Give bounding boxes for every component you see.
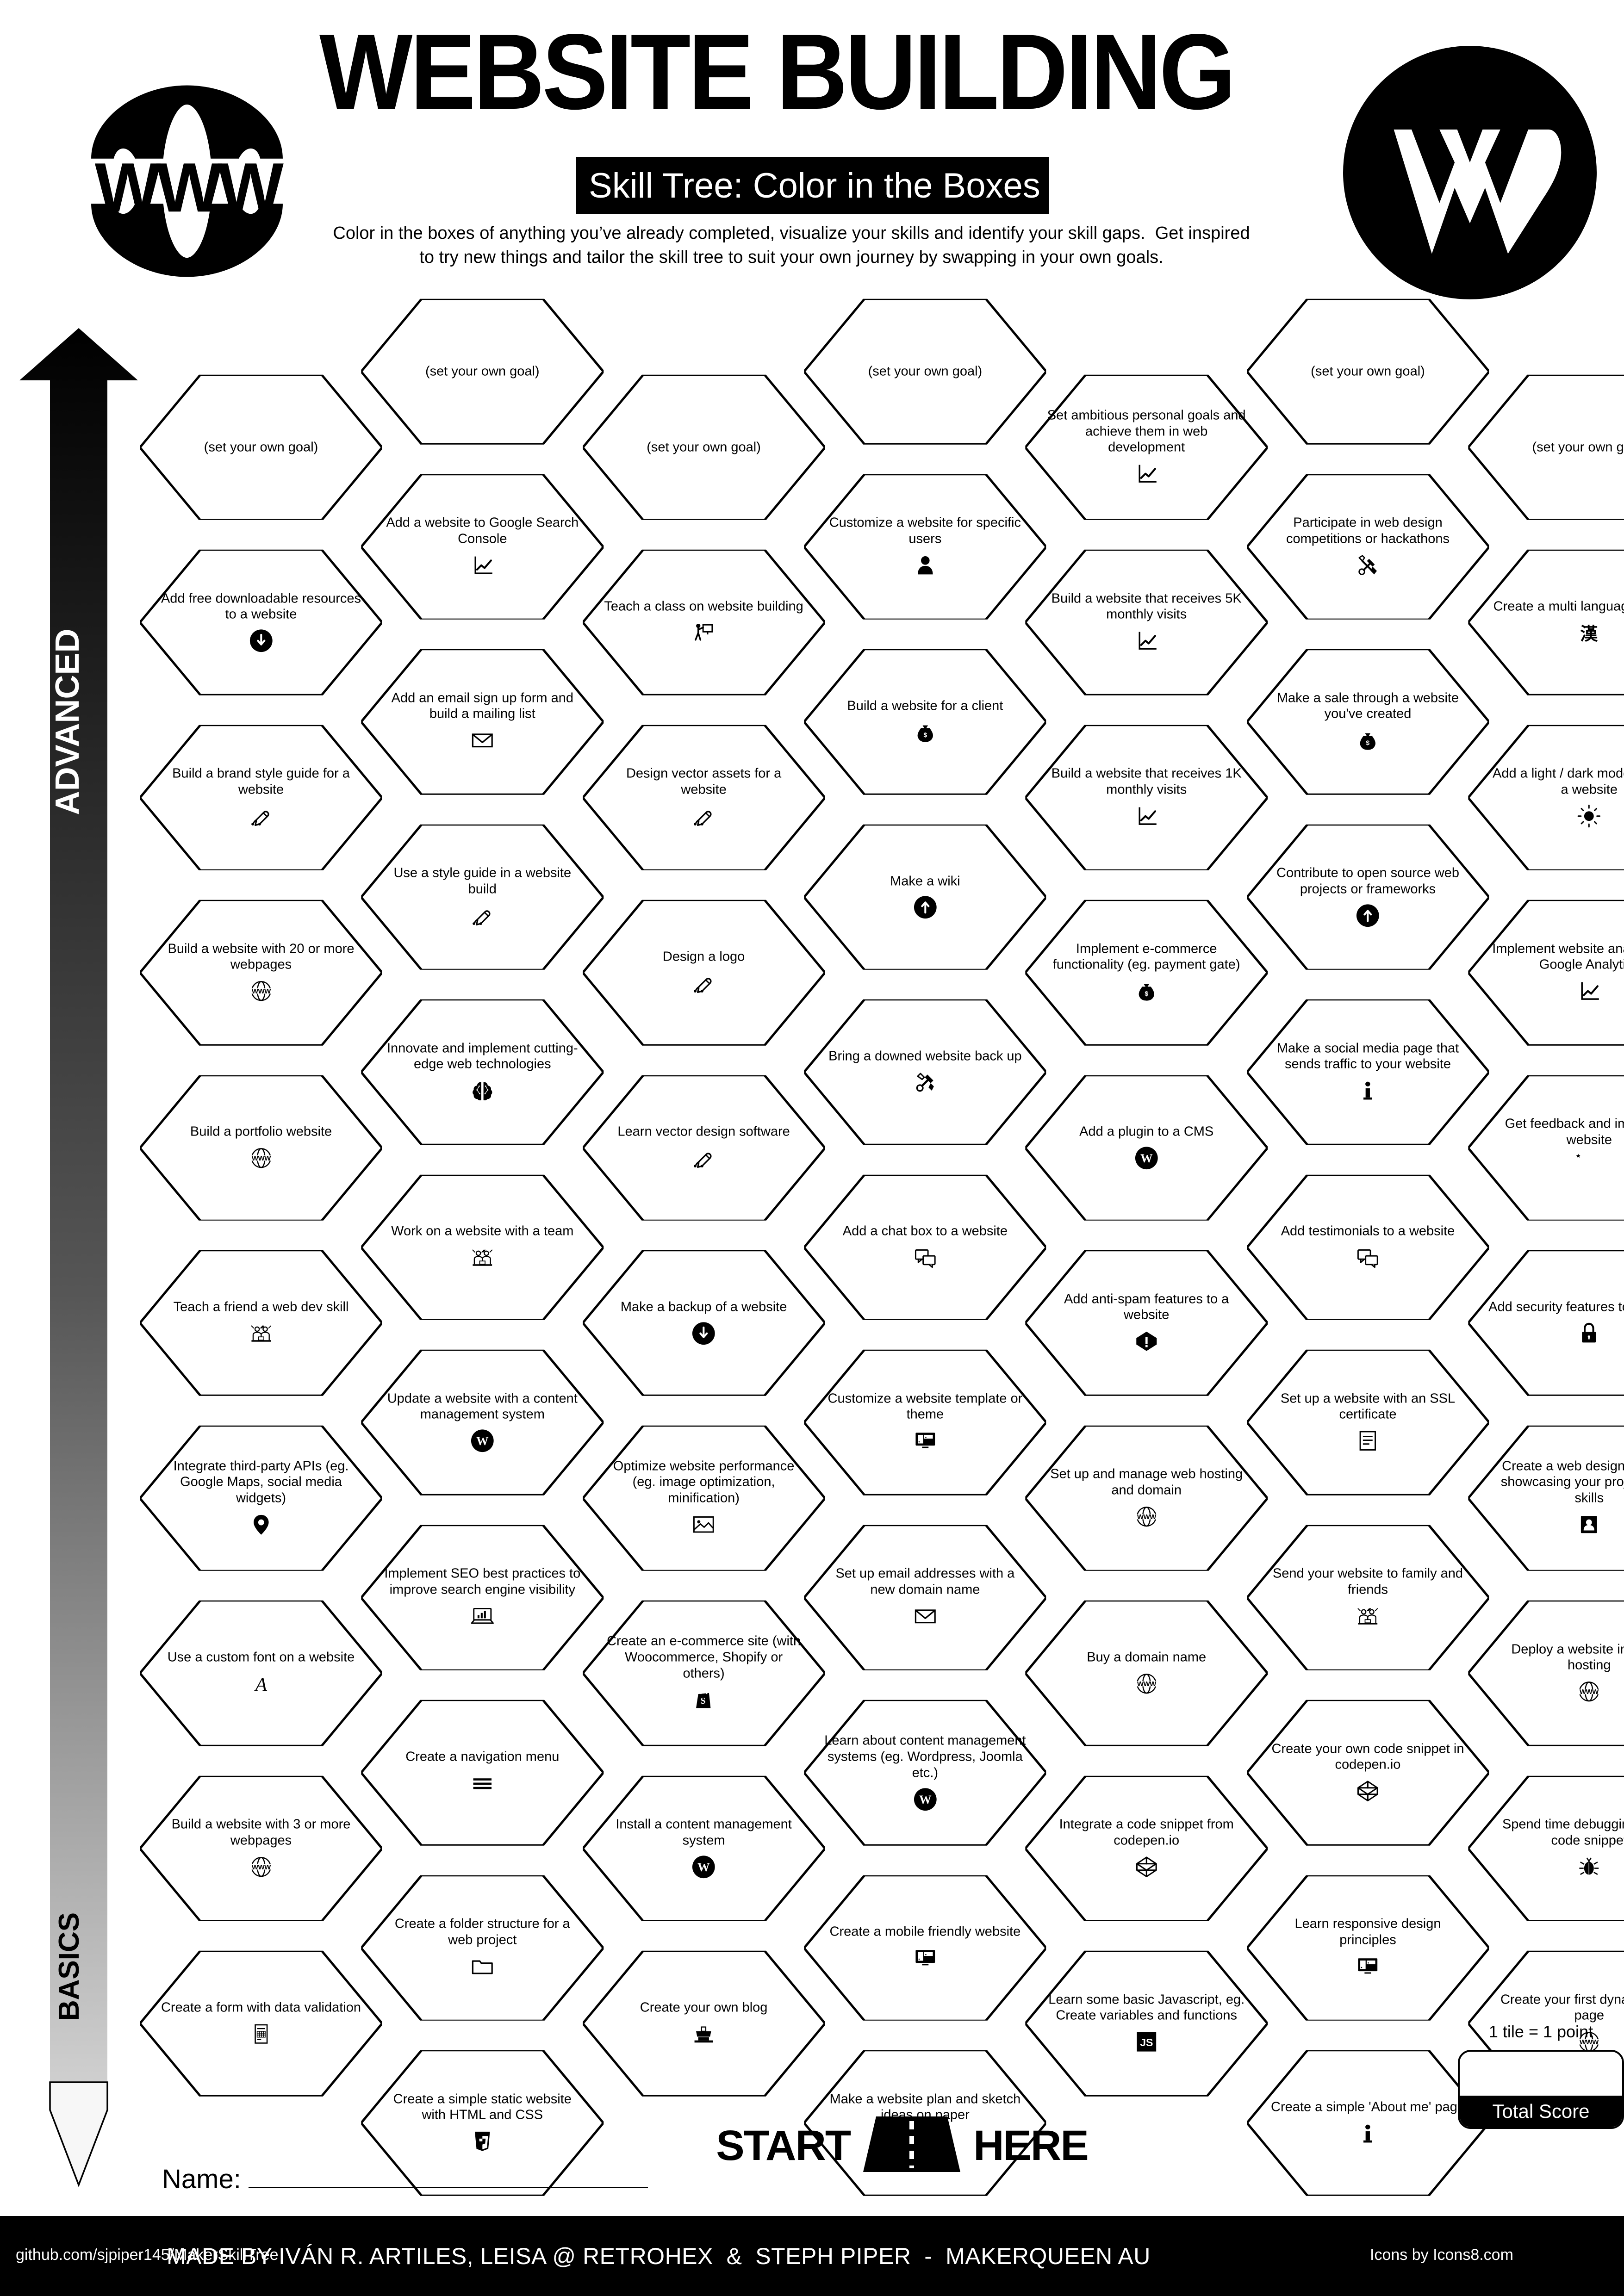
svg-text:WWW: WWW	[1580, 1688, 1599, 1696]
svg-text:JS: JS	[1140, 2036, 1153, 2048]
svg-text:$: $	[923, 731, 927, 738]
svg-text:W: W	[697, 1860, 710, 1874]
svg-text:S: S	[701, 1696, 706, 1706]
svg-text:WWW: WWW	[252, 1863, 271, 1871]
svg-text:W: W	[919, 1793, 932, 1806]
svg-text:WWW: WWW	[1580, 2038, 1599, 2046]
svg-text:$: $	[1145, 990, 1148, 997]
svg-text:$: $	[1366, 739, 1370, 746]
svg-text:漢: 漢	[1580, 624, 1599, 644]
svg-text:W: W	[476, 1434, 489, 1448]
svg-text:WWW: WWW	[252, 987, 271, 995]
svg-text:A: A	[254, 1674, 267, 1695]
svg-text:WWW: WWW	[252, 1154, 271, 1162]
svg-text:W: W	[1140, 1151, 1153, 1165]
svg-text:WWW: WWW	[1137, 1513, 1157, 1521]
svg-text:WWW: WWW	[1137, 1680, 1157, 1688]
